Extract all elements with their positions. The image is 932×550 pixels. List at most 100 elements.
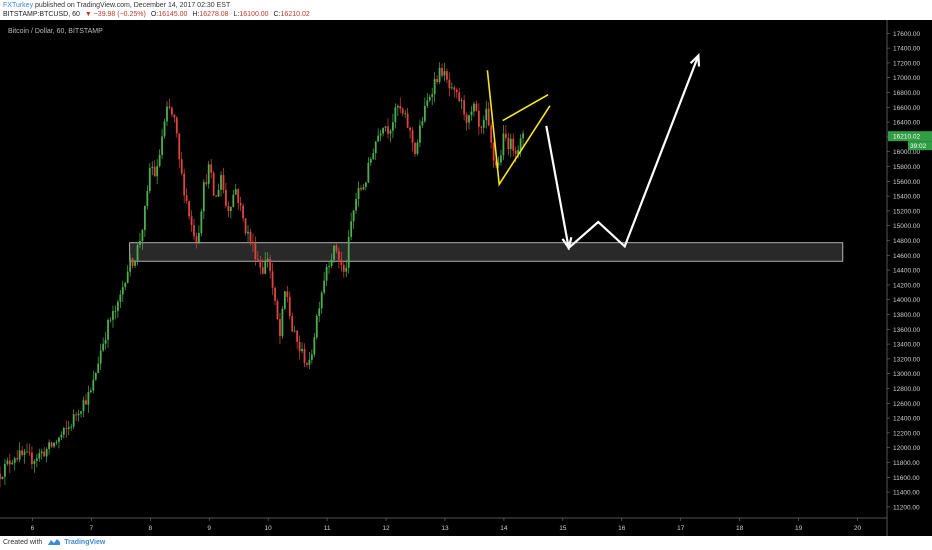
candle-body (495, 160, 497, 166)
candle-body (266, 258, 269, 261)
candle-body (463, 100, 466, 115)
arrow-head (561, 236, 573, 251)
candle-body (382, 127, 384, 134)
high-value: 16278.08 (199, 11, 229, 18)
price-tick-label: 14000.00 (893, 297, 920, 304)
candle-body (225, 189, 227, 206)
open-label: O: (150, 11, 159, 18)
price-tick-label: 15400.00 (893, 194, 920, 201)
candle-body (207, 164, 210, 184)
candle-body (121, 287, 124, 295)
price-tick-label: 14200.00 (893, 282, 920, 289)
triangle-pattern-line (486, 70, 551, 187)
candle-body (185, 195, 188, 202)
candle-body (306, 363, 308, 365)
candle-body (4, 463, 6, 477)
time-tick-label: 13 (441, 525, 449, 532)
time-axis[interactable]: 6 7 8 9 10 11 12 13 14 15 16 17 18 19 20 (0, 517, 887, 532)
candle-body (453, 87, 456, 90)
candle-body (389, 130, 392, 134)
candle-body (441, 67, 443, 76)
candle-body (492, 142, 495, 161)
candle-body (16, 458, 19, 460)
candle-body (279, 319, 281, 337)
price-tick-label: 11600.00 (893, 475, 920, 482)
candle-body (141, 229, 144, 241)
candle-body (65, 428, 68, 429)
candle-body (345, 267, 348, 272)
candle-body (377, 135, 380, 142)
candle-body (477, 110, 480, 127)
candle-body (94, 372, 97, 380)
candle-body (423, 105, 426, 122)
time-tick-label: 17 (677, 525, 685, 532)
candle-body (62, 428, 65, 435)
candle-body (337, 251, 340, 260)
candle-body (323, 280, 326, 293)
price-tick-label: 12200.00 (893, 430, 920, 437)
candle-body (60, 434, 63, 438)
candle-body (77, 413, 80, 416)
candle-body (394, 107, 397, 123)
support-zone (129, 242, 844, 262)
candle-body (28, 451, 31, 453)
candle-body (202, 182, 205, 212)
candle-body (48, 442, 51, 449)
candle-body (190, 216, 193, 226)
candle-body (75, 414, 78, 416)
triangle-pattern-line (502, 94, 549, 122)
candle-body (367, 162, 370, 183)
candle-body (136, 244, 139, 261)
candle-body (450, 87, 453, 89)
arrow-head (689, 53, 701, 67)
candle-body (369, 158, 372, 163)
price-chart[interactable]: Bitcoin / Dollar, 60, BITSTAMP 11200.001… (0, 20, 932, 536)
tradingview-brand[interactable]: TradingView (64, 539, 106, 546)
candle-body (480, 126, 483, 128)
candle-body (215, 195, 218, 197)
close-value: 16210.02 (280, 11, 310, 18)
candle-body (85, 400, 87, 405)
candle-body (509, 138, 512, 150)
candle-body (419, 125, 421, 143)
candle-body (247, 231, 249, 234)
candle-body (438, 67, 441, 82)
price-tick-label: 12800.00 (893, 386, 920, 393)
candle-body (188, 201, 190, 217)
time-tick-label: 7 (90, 525, 94, 532)
candle-body (342, 264, 345, 272)
candle-body (355, 199, 357, 211)
candle-body (497, 162, 500, 166)
candle-body (205, 182, 208, 184)
candle-body (308, 359, 311, 365)
projection-path (545, 55, 700, 251)
candle-body (239, 203, 242, 206)
candle-body (271, 271, 274, 288)
publish-header: FXTurkey published on TradingView.com, D… (3, 1, 230, 10)
time-tick-label: 10 (265, 525, 273, 532)
price-tick-label: 13400.00 (893, 342, 920, 349)
candle-body (45, 448, 48, 457)
candle-body (291, 316, 294, 332)
candle-body (99, 350, 102, 364)
candle-body (490, 125, 493, 143)
candle-body (109, 319, 112, 321)
candle-body (436, 79, 439, 82)
chart-title: Bitcoin / Dollar, 60, BITSTAMP (8, 28, 103, 35)
candle-body (119, 294, 122, 302)
time-tick-label: 18 (736, 525, 744, 532)
candle-body (33, 460, 36, 464)
candle-body (379, 133, 382, 136)
author-link[interactable]: FXTurkey (3, 2, 34, 9)
candle-body (310, 354, 313, 360)
candle-body (384, 126, 387, 128)
price-tick-label: 13200.00 (893, 356, 920, 363)
time-tick-label: 11 (324, 525, 331, 532)
candle-body (374, 141, 377, 154)
candle-body (8, 460, 11, 465)
price-axis[interactable]: 11200.00 11400.00 11600.00 11800.00 12000.00… (886, 20, 920, 536)
candle-body (315, 315, 318, 338)
candle-body (500, 155, 502, 163)
candle-body (468, 115, 470, 123)
candle-body (114, 310, 117, 312)
